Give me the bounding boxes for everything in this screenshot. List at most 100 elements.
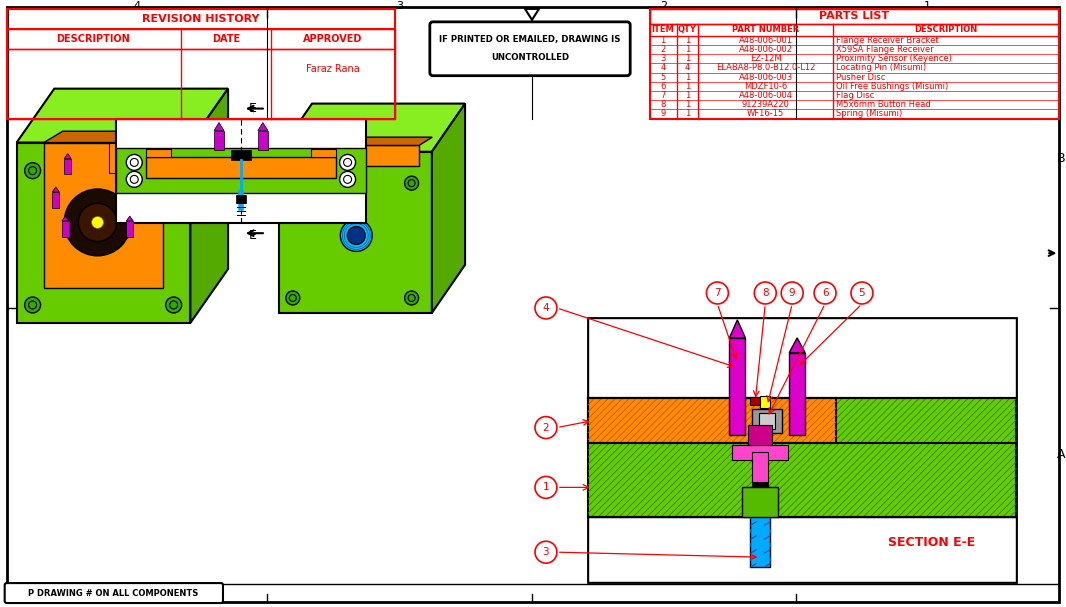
Text: DESCRIPTION: DESCRIPTION <box>56 34 130 44</box>
Text: 5: 5 <box>661 73 665 82</box>
Text: E: E <box>249 102 257 115</box>
Bar <box>587 398 837 443</box>
Circle shape <box>348 226 366 245</box>
Polygon shape <box>432 104 465 313</box>
Bar <box>649 24 1060 36</box>
Text: E: E <box>249 229 257 242</box>
Circle shape <box>340 154 356 171</box>
Text: 1: 1 <box>684 82 690 91</box>
Text: 1: 1 <box>924 1 932 11</box>
Polygon shape <box>526 9 539 20</box>
Bar <box>146 149 171 157</box>
Text: 3: 3 <box>543 547 549 557</box>
Text: WF16-15: WF16-15 <box>747 109 785 118</box>
Text: 1: 1 <box>684 54 690 63</box>
Circle shape <box>535 476 556 498</box>
Text: SECTION E-E: SECTION E-E <box>888 536 975 549</box>
Text: APPROVED: APPROVED <box>303 34 362 44</box>
Circle shape <box>92 217 103 228</box>
Bar <box>126 158 133 174</box>
Circle shape <box>25 163 41 178</box>
Text: 1: 1 <box>684 73 690 82</box>
Bar <box>587 318 1017 398</box>
Text: X59SA Flange Receiver: X59SA Flange Receiver <box>836 45 934 54</box>
Text: Locating Pin (Misumi): Locating Pin (Misumi) <box>836 64 926 72</box>
Text: 1: 1 <box>684 45 690 54</box>
Polygon shape <box>126 216 133 221</box>
Circle shape <box>535 416 556 438</box>
Text: REVISION HISTORY: REVISION HISTORY <box>142 14 260 24</box>
Bar <box>6 29 395 49</box>
Polygon shape <box>789 338 805 353</box>
Text: A: A <box>1057 449 1066 461</box>
Text: 1: 1 <box>684 36 690 45</box>
Text: 6: 6 <box>661 82 666 91</box>
Circle shape <box>340 220 372 251</box>
Polygon shape <box>258 123 268 131</box>
Polygon shape <box>279 104 465 152</box>
Circle shape <box>79 203 116 242</box>
Text: A48-006-003: A48-006-003 <box>739 73 793 82</box>
Circle shape <box>781 282 803 304</box>
Text: ITEM: ITEM <box>651 25 675 35</box>
Polygon shape <box>303 137 432 146</box>
Bar <box>6 9 395 29</box>
FancyBboxPatch shape <box>4 583 223 603</box>
Circle shape <box>851 282 873 304</box>
Circle shape <box>165 163 181 178</box>
Text: 91239A220: 91239A220 <box>742 100 790 109</box>
Polygon shape <box>729 320 745 338</box>
Text: 8: 8 <box>762 288 769 298</box>
Circle shape <box>64 189 131 256</box>
Polygon shape <box>17 89 228 143</box>
Bar <box>649 9 1060 24</box>
Circle shape <box>535 541 556 563</box>
Text: 6: 6 <box>822 288 828 298</box>
Bar <box>742 487 778 517</box>
Bar <box>649 9 1060 118</box>
Polygon shape <box>62 216 69 221</box>
Circle shape <box>405 291 419 305</box>
Text: Spring (Misumi): Spring (Misumi) <box>836 109 902 118</box>
Bar <box>753 409 782 433</box>
FancyBboxPatch shape <box>430 22 630 76</box>
Text: 4: 4 <box>661 64 665 72</box>
Bar <box>116 118 366 223</box>
Text: Proximity Sensor (Keyence): Proximity Sensor (Keyence) <box>836 54 952 63</box>
Text: 2: 2 <box>661 45 665 54</box>
Text: 1: 1 <box>684 109 690 118</box>
Bar <box>789 353 805 435</box>
Bar <box>146 157 336 178</box>
Polygon shape <box>191 89 228 323</box>
Bar <box>587 318 1017 582</box>
Text: DATE: DATE <box>212 34 240 44</box>
Bar <box>62 221 69 237</box>
Text: 4: 4 <box>543 303 549 313</box>
Bar <box>6 49 395 118</box>
Bar <box>759 413 775 429</box>
Text: 3: 3 <box>661 54 666 63</box>
Bar <box>753 478 769 487</box>
Text: DESCRIPTION: DESCRIPTION <box>915 25 978 35</box>
Text: 5: 5 <box>858 288 866 298</box>
Text: A48-006-002: A48-006-002 <box>739 45 793 54</box>
Circle shape <box>340 171 356 188</box>
Bar <box>126 221 133 237</box>
Bar <box>6 9 395 118</box>
Text: 7: 7 <box>661 91 666 100</box>
Text: A48-006-001: A48-006-001 <box>739 36 793 45</box>
Text: Faraz Rana: Faraz Rana <box>306 64 359 73</box>
Text: PARTS LIST: PARTS LIST <box>820 12 889 21</box>
Bar <box>732 444 788 461</box>
Text: QTY: QTY <box>678 25 697 35</box>
Polygon shape <box>279 152 432 313</box>
Text: P DRAWING # ON ALL COMPONENTS: P DRAWING # ON ALL COMPONENTS <box>28 589 198 597</box>
Circle shape <box>165 297 181 313</box>
Bar <box>258 131 268 151</box>
Circle shape <box>814 282 836 304</box>
Text: Flag Disc: Flag Disc <box>836 91 874 100</box>
Text: 9: 9 <box>789 288 795 298</box>
Text: 1: 1 <box>543 483 549 492</box>
Polygon shape <box>17 143 191 323</box>
Bar <box>116 149 366 193</box>
